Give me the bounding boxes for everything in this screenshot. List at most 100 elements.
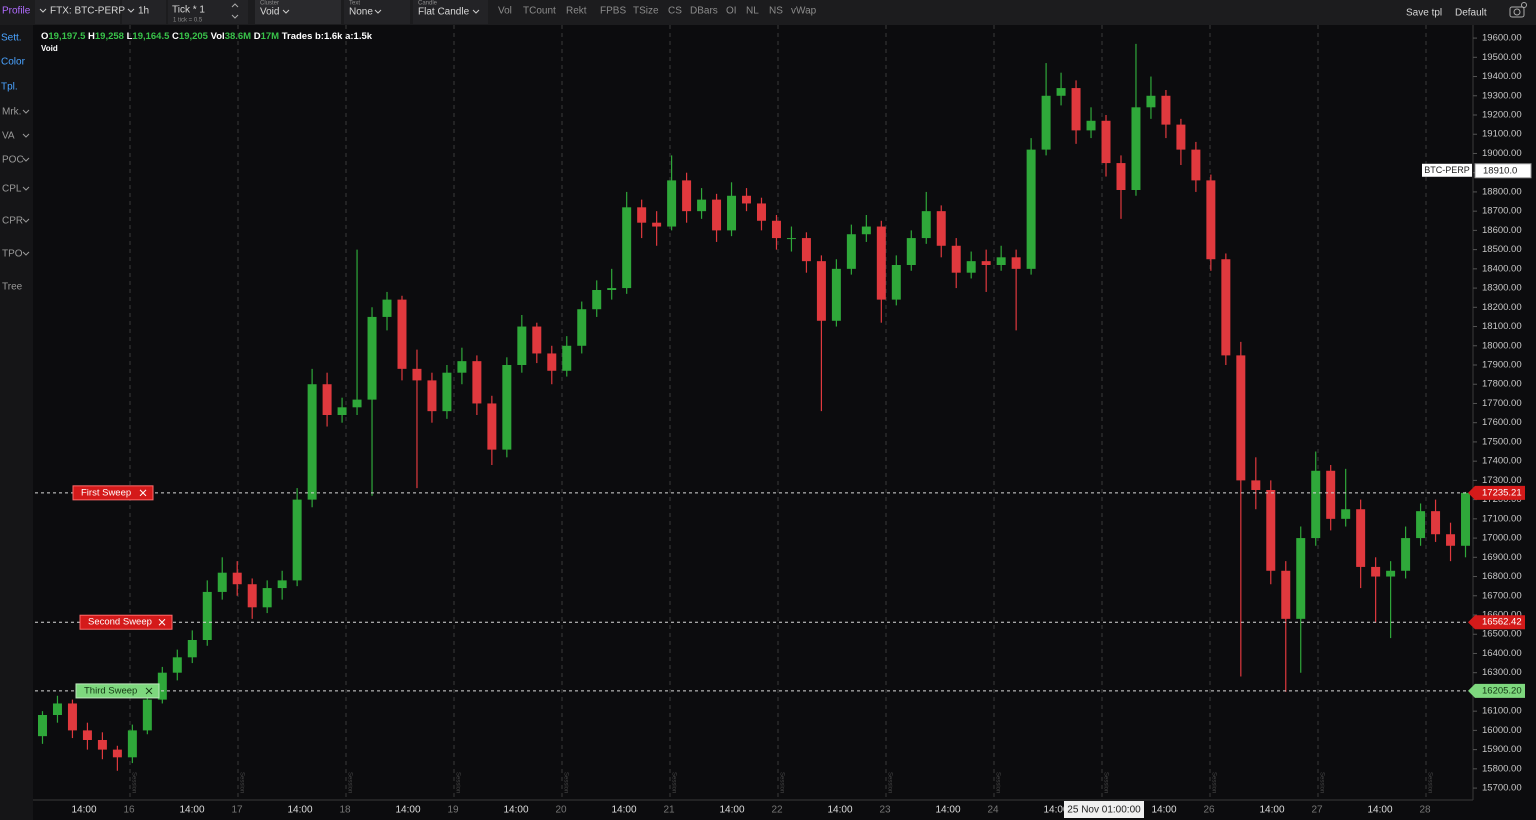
session-label: Session [1318, 772, 1324, 793]
sidebar-item[interactable]: Tree [2, 282, 23, 293]
y-tick-label: 15800.00 [1482, 763, 1522, 774]
y-tick-label: 17000.00 [1482, 533, 1522, 544]
segment[interactable] [255, 0, 341, 24]
candle-mode[interactable]: Flat Candle [418, 7, 470, 18]
toggle[interactable]: DBars [690, 6, 718, 17]
sidebar-item[interactable]: CPR [2, 216, 23, 227]
timeframe[interactable]: 1h [138, 6, 149, 17]
cursor-time-box [1064, 801, 1144, 818]
level-label-box[interactable] [72, 485, 154, 501]
candle-body [786, 238, 796, 240]
session-label: Session [454, 772, 460, 793]
profile[interactable]: Profile [2, 6, 31, 17]
candle-body [667, 180, 677, 227]
candle-body [82, 730, 92, 740]
sidebar-item[interactable]: VA [2, 131, 15, 142]
sidebar-item[interactable]: Color [1, 57, 26, 68]
day-label: 19 [447, 805, 459, 816]
candle-body [52, 703, 62, 715]
spin-up[interactable] [231, 3, 239, 8]
segment[interactable] [35, 0, 120, 24]
spin-down[interactable] [231, 14, 239, 19]
info-key: D [254, 31, 261, 42]
toggle[interactable]: Vol [498, 6, 512, 17]
level-remove[interactable] [145, 687, 153, 695]
time-label: 14:00 [71, 805, 96, 816]
y-tick-label: 19600.00 [1482, 33, 1522, 44]
y-tick-label: 16600.00 [1482, 610, 1522, 621]
candle-body [936, 211, 946, 246]
candle-body [906, 238, 916, 265]
info-value: 19,197.5 [48, 31, 86, 42]
candle-body [1131, 107, 1141, 190]
candle-body [292, 499, 302, 581]
candle-body [742, 195, 752, 204]
y-tick-label: 19300.00 [1482, 90, 1522, 101]
text-mode[interactable]: None [349, 7, 373, 18]
toggle[interactable]: NS [769, 6, 783, 17]
session-label: Session [994, 772, 1000, 793]
save-template[interactable]: Save tpl [1406, 8, 1442, 19]
y-tick-label: 18100.00 [1482, 321, 1522, 332]
cluster[interactable]: Void [260, 7, 279, 18]
toggle[interactable]: vWap [791, 6, 817, 17]
level-remove[interactable] [158, 618, 166, 626]
sidebar-item[interactable]: TPO [2, 249, 23, 260]
candle-body [1236, 355, 1246, 481]
day-label: 22 [771, 805, 783, 816]
y-tick-label: 19200.00 [1482, 110, 1522, 121]
price-tag [1468, 485, 1525, 500]
candle-body [1446, 534, 1456, 546]
y-tick-label: 16700.00 [1482, 590, 1522, 601]
day-label: 26 [1203, 805, 1215, 816]
toggle[interactable]: CS [668, 6, 682, 17]
candle-body [801, 238, 811, 262]
candle-body [1116, 163, 1126, 190]
day-label: 17 [231, 805, 243, 816]
candle-body [202, 591, 212, 640]
info-key: Vol [211, 31, 225, 42]
level-label-box[interactable] [79, 614, 173, 630]
segment[interactable] [122, 0, 166, 24]
candle-body [532, 326, 542, 354]
candle-body [1041, 95, 1051, 150]
candle-body [67, 703, 77, 731]
candle-body [307, 384, 317, 500]
time-label: 14:00 [719, 805, 744, 816]
level-label-box[interactable] [75, 683, 160, 699]
tick[interactable]: Tick * 1 [172, 5, 205, 16]
time-label: 14:00 [1043, 805, 1068, 816]
sidebar-item[interactable]: Mrk. [2, 107, 21, 118]
y-tick-label: 16400.00 [1482, 648, 1522, 659]
candle-body [1326, 470, 1336, 519]
toggle[interactable]: Rekt [566, 6, 587, 17]
y-tick-label: 18200.00 [1482, 302, 1522, 313]
template[interactable]: Default [1455, 8, 1487, 19]
sidebar-item[interactable]: POC [2, 155, 24, 166]
symbol[interactable]: FTX: BTC-PERP [50, 6, 125, 17]
symbol-price: 18910.0 [1483, 165, 1517, 176]
candle-body [1401, 538, 1411, 571]
day-label: 24 [987, 805, 999, 816]
candle-body [846, 234, 856, 269]
chevron [127, 8, 135, 13]
time-label: 14:00 [287, 805, 312, 816]
sidebar-item[interactable]: Sett. [1, 33, 22, 44]
info-value: 17M [261, 31, 280, 42]
candle-body [1221, 259, 1231, 356]
toggle[interactable]: TSize [633, 6, 659, 17]
sidebar-item[interactable]: Tpl. [1, 82, 18, 93]
chevron [472, 9, 480, 14]
toggle[interactable]: NL [746, 6, 759, 17]
toggle[interactable]: FPBS [600, 6, 626, 17]
toggle[interactable]: TCount [523, 6, 556, 17]
candle-body [637, 207, 647, 223]
level-remove[interactable] [139, 489, 147, 497]
sidebar-item[interactable]: CPL [2, 184, 22, 195]
day-label: 20 [555, 805, 567, 816]
candle-body [697, 199, 707, 212]
candle-body [157, 672, 167, 700]
toggle[interactable]: OI [726, 6, 737, 17]
camera-icon[interactable] [1509, 6, 1525, 18]
